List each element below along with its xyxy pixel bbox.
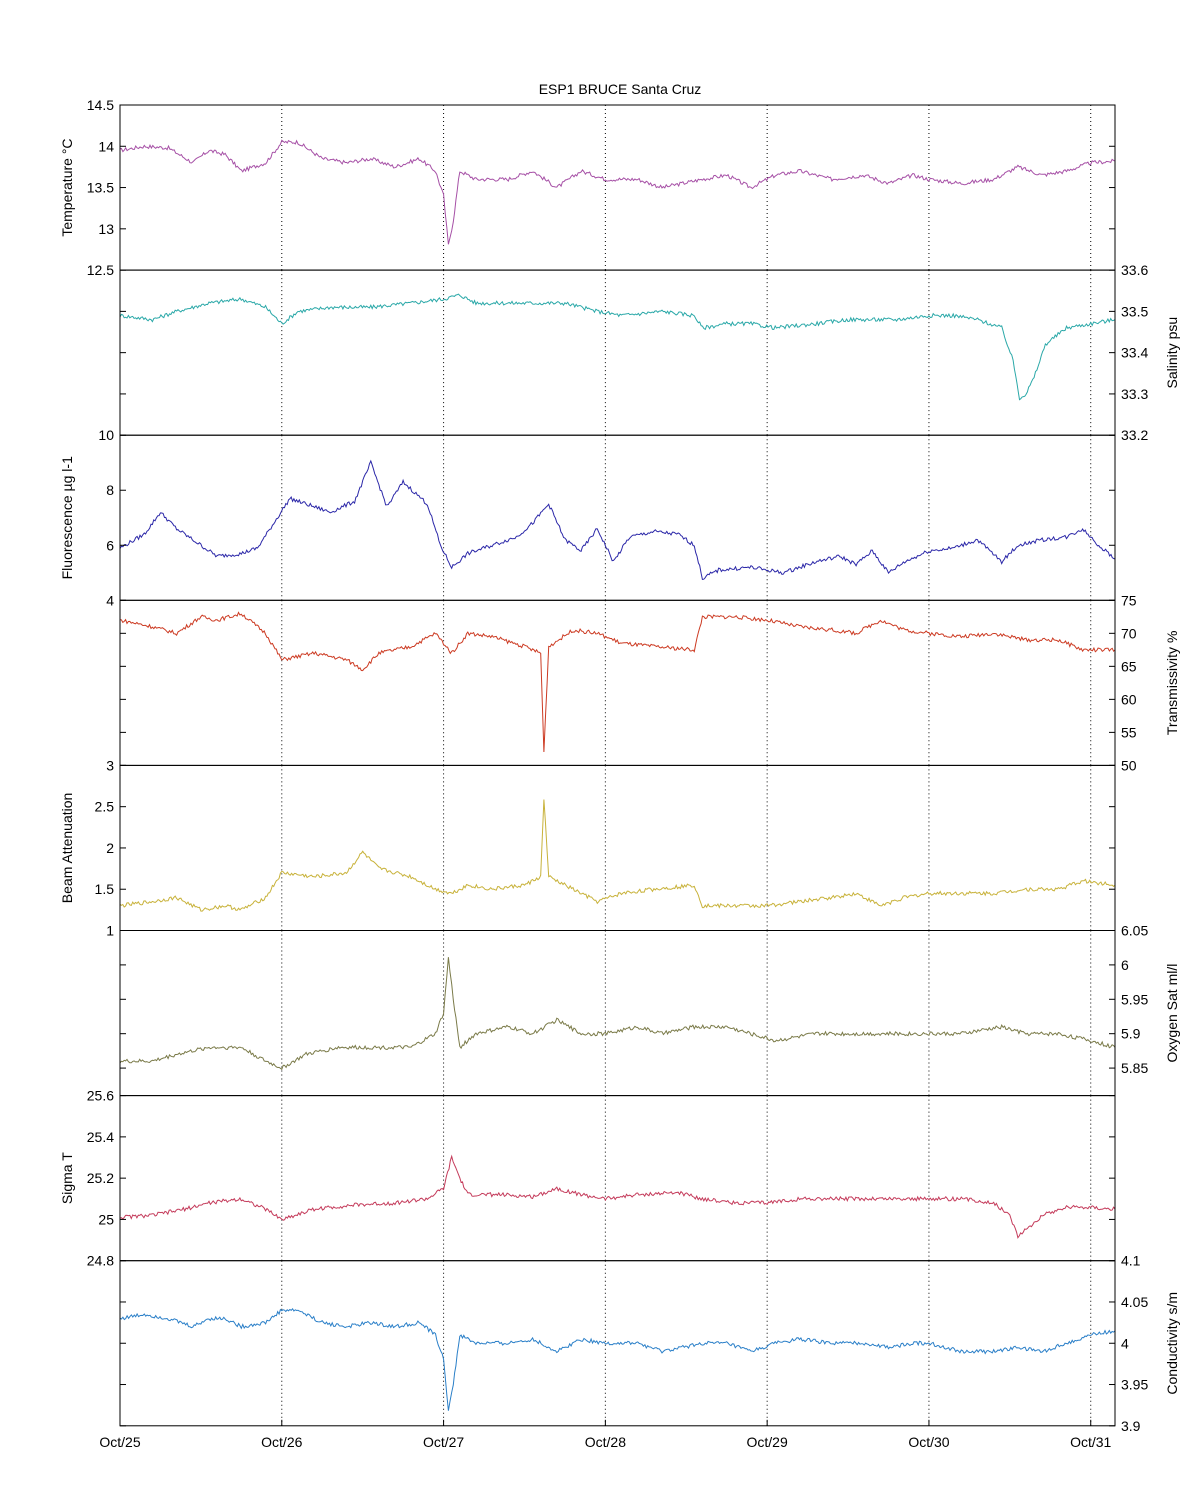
- y-tick-label: 3: [106, 757, 114, 773]
- y-tick-label: 13: [98, 221, 114, 237]
- y-tick-label: 75: [1121, 592, 1137, 608]
- y-tick-label: 4: [106, 592, 114, 608]
- y-tick-label: 33.2: [1121, 427, 1148, 443]
- y-tick-label: 33.4: [1121, 345, 1148, 361]
- y-tick-label: 5.85: [1121, 1060, 1148, 1076]
- y-axis-label: Fluorescence µg l-1: [59, 456, 75, 579]
- series-line: [119, 957, 1116, 1071]
- y-tick-label: 33.5: [1121, 303, 1148, 319]
- y-tick-label: 70: [1121, 625, 1137, 641]
- y-tick-label: 33.3: [1121, 386, 1148, 402]
- y-tick-label: 14.5: [87, 97, 114, 113]
- y-tick-label: 4.1: [1121, 1253, 1141, 1269]
- y-tick-label: 4: [1121, 1335, 1129, 1351]
- panel-8: 3.9 3.95 4 4.05 4.1 Conductivity s/m Oct/25 Oct…: [99, 1253, 1180, 1450]
- y-axis-label: Conductivity s/m: [1164, 1292, 1180, 1395]
- y-tick-label: 1.5: [95, 881, 115, 897]
- y-tick-label: 6: [106, 537, 114, 553]
- panel-4: 50 55 60 65 70 75 Transmissivity %: [119, 592, 1180, 773]
- y-axis-label: Oxygen Sat ml/l: [1164, 964, 1180, 1063]
- x-tick-label: Oct/25: [99, 1434, 140, 1450]
- y-tick-label: 4.05: [1121, 1294, 1148, 1310]
- y-tick-label: 6: [1121, 957, 1129, 973]
- x-tick-label: Oct/27: [423, 1434, 464, 1450]
- y-tick-label: 8: [106, 482, 114, 498]
- y-tick-label: 2.5: [95, 799, 115, 815]
- y-tick-label: 3.9: [1121, 1418, 1141, 1434]
- x-tick-label: Oct/29: [747, 1434, 788, 1450]
- y-tick-label: 55: [1121, 724, 1137, 740]
- y-tick-label: 6.05: [1121, 923, 1148, 939]
- y-axis-label: Salinity psu: [1164, 317, 1180, 389]
- y-tick-label: 24.8: [87, 1253, 114, 1269]
- series-line: [119, 293, 1116, 401]
- panel-6: 5.85 5.9 5.95 6 6.05 Oxygen Sat ml/l: [119, 923, 1180, 1097]
- y-tick-label: 5.9: [1121, 1026, 1141, 1042]
- y-tick-label: 25.4: [87, 1129, 114, 1145]
- chart-title: ESP1 BRUCE Santa Cruz: [539, 81, 702, 97]
- y-axis-label: Beam Attenuation: [59, 793, 75, 904]
- y-tick-label: 14: [98, 138, 114, 154]
- y-tick-label: 65: [1121, 658, 1137, 674]
- x-tick-label: Oct/30: [908, 1434, 949, 1450]
- y-tick-label: 3.95: [1121, 1377, 1148, 1393]
- y-tick-label: 33.6: [1121, 262, 1148, 278]
- y-tick-label: 5.95: [1121, 991, 1148, 1007]
- x-tick-label: Oct/28: [585, 1434, 626, 1450]
- y-tick-label: 13.5: [87, 180, 114, 196]
- y-tick-label: 1: [106, 923, 114, 939]
- y-tick-label: 12.5: [87, 262, 114, 278]
- y-tick-label: 25.2: [87, 1170, 114, 1186]
- y-axis-label: Sigma T: [59, 1152, 75, 1204]
- y-axis-label: Transmissivity %: [1164, 631, 1180, 736]
- series-line: [119, 459, 1116, 580]
- series-line: [119, 1307, 1116, 1411]
- series-line: [119, 139, 1116, 245]
- y-tick-label: 25.6: [87, 1088, 114, 1104]
- y-tick-label: 2: [106, 840, 114, 856]
- series-line: [119, 799, 1116, 912]
- x-tick-label: Oct/31: [1070, 1434, 1111, 1450]
- series-line: [119, 611, 1116, 753]
- y-tick-label: 25: [98, 1211, 114, 1227]
- y-tick-label: 50: [1121, 757, 1137, 773]
- y-tick-label: 60: [1121, 691, 1137, 707]
- x-tick-label: Oct/26: [261, 1434, 302, 1450]
- y-tick-label: 10: [98, 427, 114, 443]
- y-axis-label: Temperature °C: [59, 138, 75, 236]
- series-line: [119, 1154, 1116, 1239]
